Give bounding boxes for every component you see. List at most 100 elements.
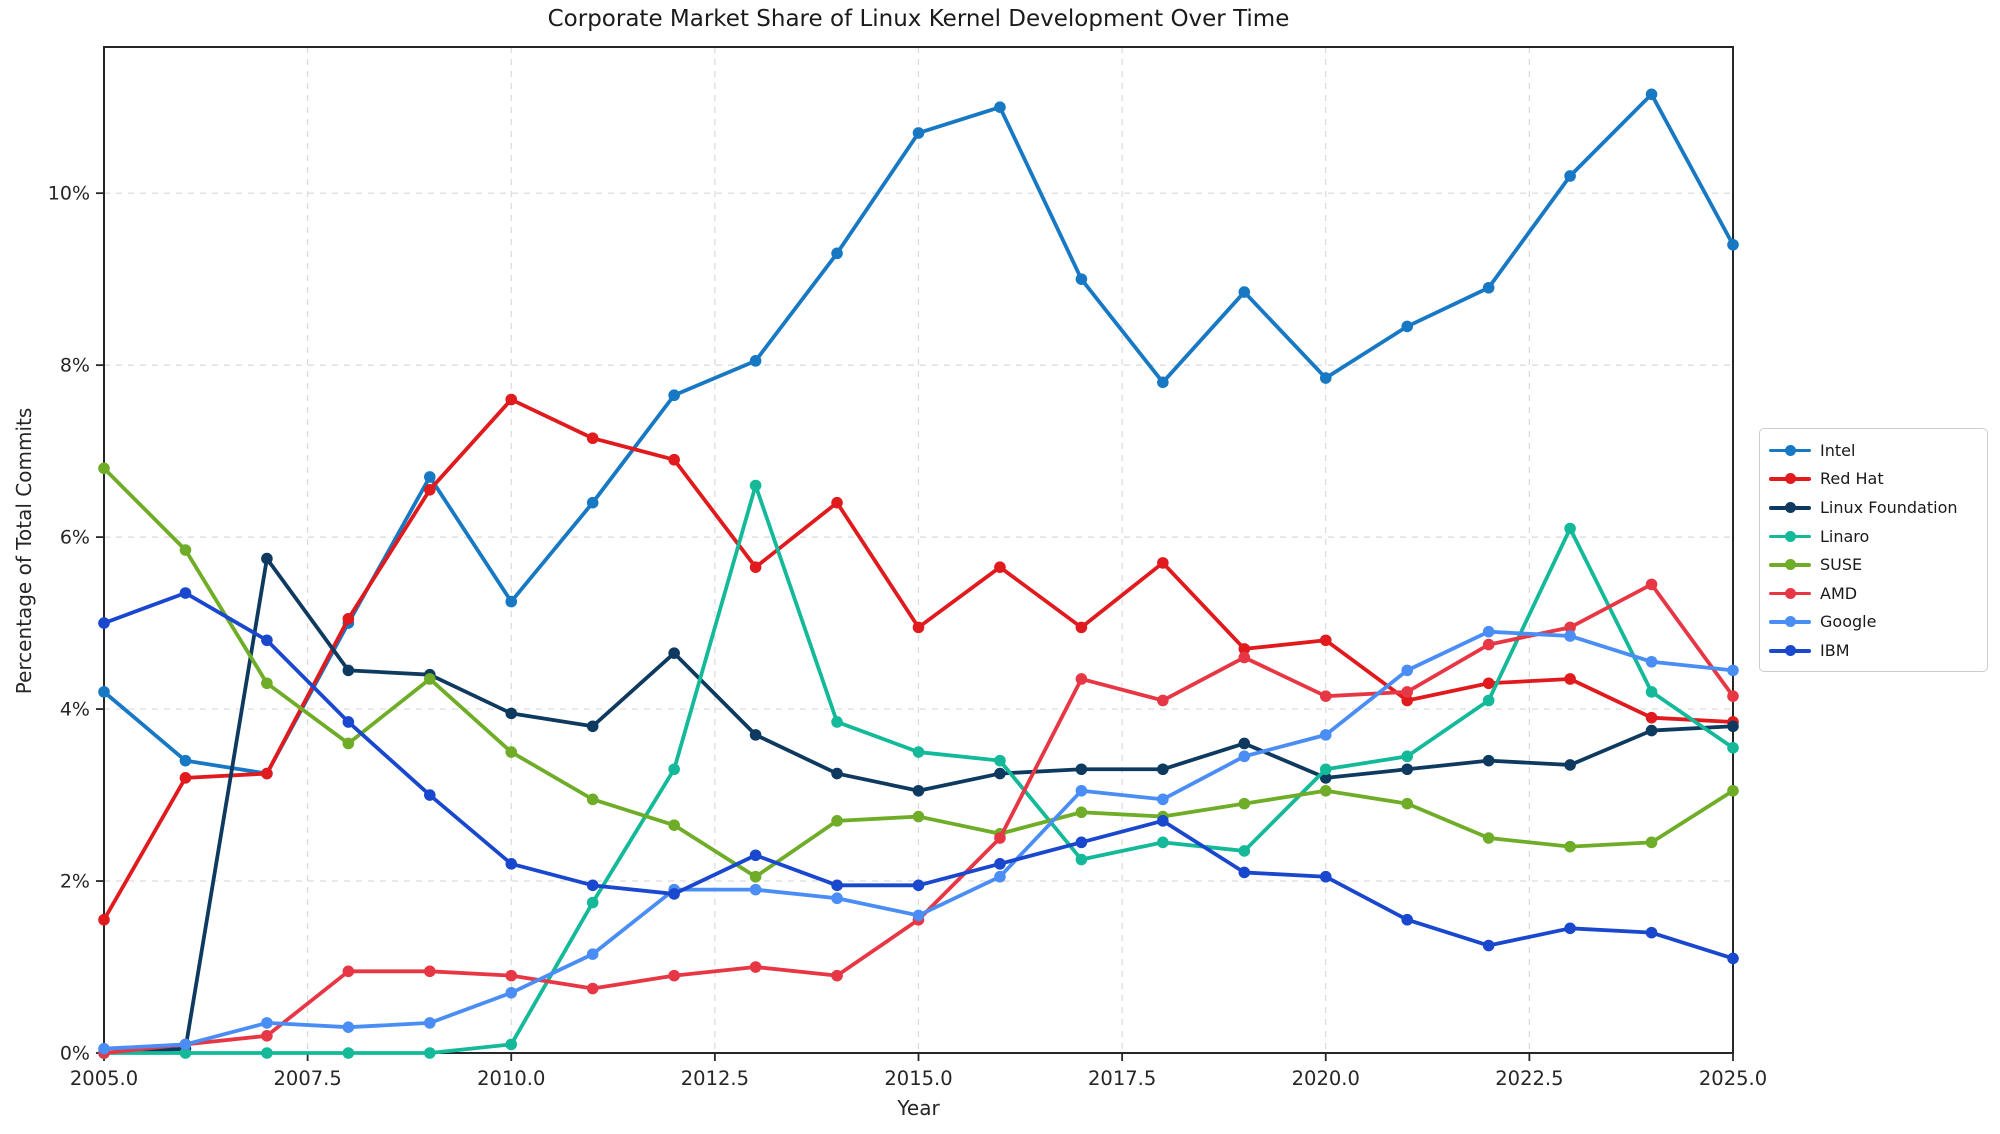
series-marker-suse xyxy=(749,870,762,883)
series-marker-ibm xyxy=(749,849,762,862)
series-marker-linaro xyxy=(749,479,762,492)
series-marker-google xyxy=(1482,625,1495,638)
series-marker-amd xyxy=(424,965,436,978)
series-marker-suse xyxy=(424,673,436,685)
y-tick-label: 4% xyxy=(60,699,90,721)
series-marker-intel xyxy=(1482,281,1495,294)
series-marker-linux-foundation xyxy=(1564,759,1576,771)
series-marker-red-hat xyxy=(1157,557,1169,569)
series-marker-google xyxy=(342,1021,355,1034)
series-marker-suse xyxy=(586,793,599,806)
series-marker-linux-foundation xyxy=(1238,737,1251,750)
series-marker-red-hat xyxy=(749,561,762,573)
series-marker-intel xyxy=(912,127,925,139)
legend-label-linaro: Linaro xyxy=(1820,526,1870,546)
series-marker-linaro xyxy=(1238,845,1251,857)
series-marker-google xyxy=(831,892,843,905)
series-marker-red-hat xyxy=(1564,673,1576,685)
series-marker-amd xyxy=(831,969,843,982)
series-marker-intel xyxy=(1645,88,1658,101)
series-marker-intel xyxy=(831,247,843,260)
series-marker-linaro xyxy=(1401,750,1413,763)
series-marker-intel xyxy=(1727,238,1739,251)
legend-marker-google-icon xyxy=(1769,616,1811,628)
series-marker-red-hat xyxy=(1238,643,1251,655)
series-marker-ibm xyxy=(1645,926,1658,939)
series-marker-linux-foundation xyxy=(1157,763,1169,776)
series-marker-google xyxy=(912,909,925,922)
series-marker-linux-foundation xyxy=(1319,772,1332,784)
series-marker-suse xyxy=(1564,840,1576,853)
legend-marker-linaro-icon xyxy=(1769,530,1811,542)
legend-dot-amd xyxy=(1784,587,1796,599)
series-marker-intel xyxy=(749,355,762,367)
x-tick-label: 2012.5 xyxy=(681,1067,749,1090)
series-marker-linux-foundation xyxy=(912,784,925,797)
series-marker-suse xyxy=(831,815,843,827)
series-marker-ibm xyxy=(424,789,436,801)
legend-label-amd: AMD xyxy=(1820,583,1858,603)
series-marker-linaro xyxy=(179,1047,192,1059)
series-marker-ibm xyxy=(505,858,518,870)
series-marker-ibm xyxy=(1564,922,1576,935)
series-marker-amd xyxy=(1401,686,1413,698)
series-marker-linaro xyxy=(831,716,843,728)
legend-marker-suse-icon xyxy=(1769,559,1811,571)
series-marker-suse xyxy=(1727,784,1739,797)
series-marker-intel xyxy=(1157,376,1169,389)
legend-dot-intel xyxy=(1784,444,1796,456)
series-marker-ibm xyxy=(1157,815,1169,827)
series-marker-red-hat xyxy=(1075,621,1088,634)
series-marker-red-hat xyxy=(1401,694,1413,707)
series-marker-linux-foundation xyxy=(668,647,680,659)
series-marker-linaro xyxy=(424,1047,436,1059)
series-marker-linaro xyxy=(1482,694,1495,707)
legend-item-ibm: IBM xyxy=(1769,636,1987,665)
series-marker-red-hat xyxy=(586,432,599,445)
series-marker-amd xyxy=(586,982,599,995)
series-marker-red-hat xyxy=(505,393,518,406)
legend-label-google: Google xyxy=(1820,612,1877,632)
series-marker-intel xyxy=(994,101,1006,113)
series-marker-red-hat xyxy=(912,621,925,634)
series-marker-linux-foundation xyxy=(831,767,843,780)
series-marker-red-hat xyxy=(831,496,843,509)
y-tick-label: 2% xyxy=(60,871,90,893)
y-tick-label: 0% xyxy=(60,1043,90,1065)
series-marker-ibm xyxy=(1401,913,1413,926)
x-axis-label: Year xyxy=(897,1096,940,1120)
legend-marker-intel-icon xyxy=(1769,444,1811,456)
series-marker-linux-foundation xyxy=(1075,763,1088,776)
x-tick-label: 2007.5 xyxy=(274,1067,342,1090)
series-marker-amd xyxy=(1157,694,1169,707)
series-marker-ibm xyxy=(586,879,599,892)
series-marker-ibm xyxy=(1319,870,1332,883)
series-marker-red-hat xyxy=(424,484,436,496)
series-marker-google xyxy=(1319,729,1332,741)
series-marker-red-hat xyxy=(261,767,273,780)
series-marker-linux-foundation xyxy=(1645,724,1658,737)
legend-label-intel: Intel xyxy=(1820,440,1856,460)
series-marker-suse xyxy=(1645,836,1658,849)
series-marker-red-hat xyxy=(1645,711,1658,724)
series-marker-google xyxy=(1645,655,1658,668)
series-marker-linux-foundation xyxy=(994,767,1006,780)
chart-title: Corporate Market Share of Linux Kernel D… xyxy=(547,6,1290,32)
series-marker-red-hat xyxy=(342,612,355,625)
series-marker-suse xyxy=(1238,797,1251,810)
series-marker-amd xyxy=(1727,690,1739,702)
y-axis-label: Percentage of Total Commits xyxy=(12,407,36,695)
x-tick-label: 2022.5 xyxy=(1495,1067,1563,1090)
legend: Intel Red Hat Linux Foundation Linaro SUSE AM… xyxy=(1759,428,1988,672)
series-marker-amd xyxy=(1564,621,1576,634)
legend-marker-amd-icon xyxy=(1769,587,1811,599)
series-marker-linaro xyxy=(586,896,599,909)
series-marker-linux-foundation xyxy=(1401,763,1413,776)
series-marker-ibm xyxy=(668,888,680,900)
series-marker-amd xyxy=(1238,651,1251,664)
legend-dot-ibm xyxy=(1784,644,1796,656)
series-marker-amd xyxy=(261,1030,273,1042)
series-marker-suse xyxy=(912,810,925,823)
